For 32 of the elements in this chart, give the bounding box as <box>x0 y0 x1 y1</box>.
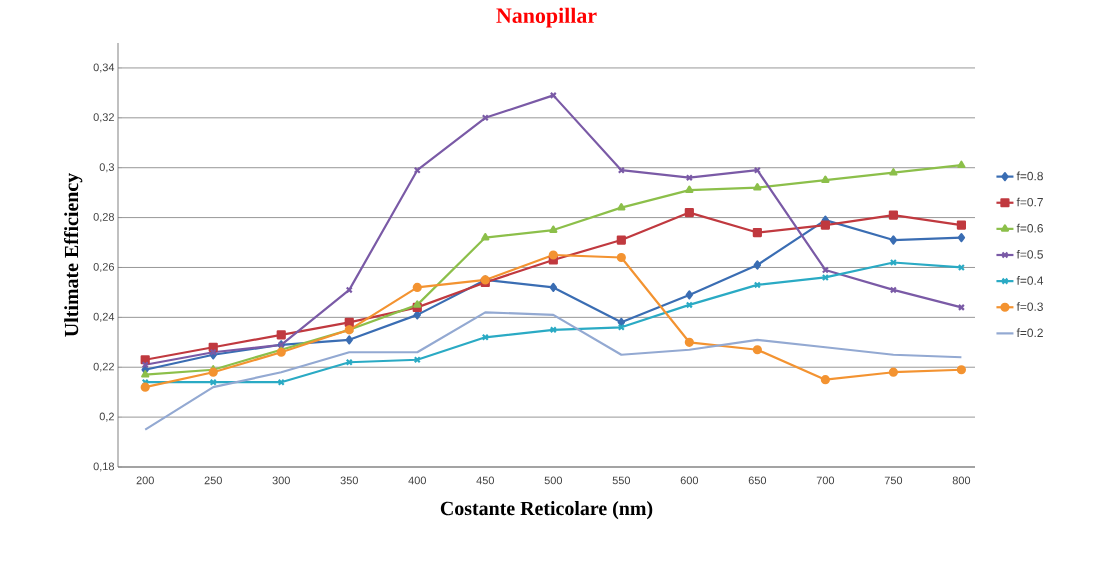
legend-label: f=0.8 <box>1016 171 1043 181</box>
x-tick-label: 400 <box>408 476 426 485</box>
y-tick-label: 0,34 <box>93 63 115 73</box>
legend-label: f=0.2 <box>1016 328 1043 338</box>
x-tick-label: 650 <box>748 476 767 485</box>
x-tick-label: 200 <box>136 476 154 485</box>
x-axis-title: Costante Reticolare (nm) <box>440 501 653 520</box>
y-tick-label: 0,24 <box>93 312 115 322</box>
legend-label: f=0.5 <box>1016 249 1043 259</box>
x-tick-label: 450 <box>476 476 494 485</box>
x-tick-label: 300 <box>272 476 290 485</box>
x-tick-label: 600 <box>680 476 699 485</box>
y-tick-label: 0,22 <box>93 362 114 372</box>
legend-label: f=0.6 <box>1016 223 1043 233</box>
y-axis-title: Ultimate Efficiency <box>63 173 83 337</box>
x-tick-label: 800 <box>952 476 971 485</box>
y-tick-label: 0,3 <box>99 163 114 173</box>
y-tick-label: 0,28 <box>93 213 114 223</box>
x-tick-label: 550 <box>612 476 631 485</box>
x-tick-label: 750 <box>884 476 903 485</box>
chart-title: Nanopillar <box>496 7 597 28</box>
legend-label: f=0.7 <box>1016 197 1043 207</box>
y-tick-label: 0,26 <box>93 262 114 272</box>
y-tick-label: 0,2 <box>99 412 114 422</box>
y-tick-label: 0,32 <box>93 113 114 123</box>
legend-label: f=0.3 <box>1016 302 1043 311</box>
x-tick-label: 250 <box>204 476 222 485</box>
legend-label: f=0.4 <box>1016 276 1044 285</box>
x-tick-label: 500 <box>544 476 563 485</box>
y-tick-label: 0,18 <box>93 462 114 472</box>
x-tick-label: 700 <box>816 476 835 485</box>
x-tick-label: 350 <box>340 476 358 485</box>
